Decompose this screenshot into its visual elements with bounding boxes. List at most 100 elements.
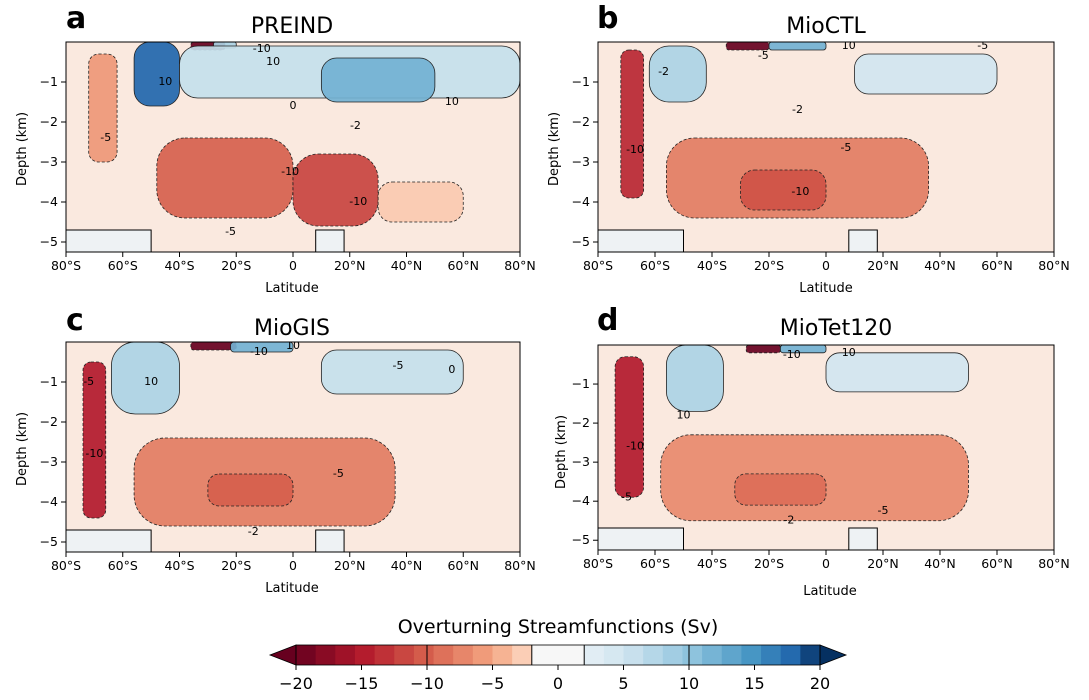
x-tick-label: 20°N [334,258,366,273]
colorbar-extend-min [268,644,297,666]
panel-letter: c [66,303,84,338]
stream-cell [666,345,724,412]
contour-label: -5 [840,141,851,154]
stream-cell [111,342,180,415]
contour-label: -10 [783,348,801,361]
x-tick-label: 40°S [697,258,727,273]
colorbar-tick-label: 15 [744,674,764,693]
x-axis-label: Latitude [799,281,853,296]
x-tick-label: 80°S [51,558,81,573]
colorbar-segment [413,645,435,665]
colorbar-title: Overturning Streamfunctions (Sv) [398,616,719,638]
contour-label: -5 [333,467,344,480]
panel-letter: b [597,1,618,36]
contour-label: -2 [658,65,669,78]
colorbar-tick-label: 20 [810,674,830,693]
y-axis-label: Depth (km) [15,112,30,186]
colorbar-segment [433,645,454,665]
x-tick-label: 40°N [391,258,423,273]
y-tick-label: −1 [40,374,58,389]
y-tick-label: −3 [572,454,590,469]
colorbar-segment [603,645,624,665]
panel-letter: a [66,1,86,36]
panel-title: PREIND [251,14,333,39]
y-tick-label: −1 [572,74,590,89]
y-tick-label: −1 [572,376,590,391]
seafloor-south [598,229,684,252]
colorbar-segment [394,645,415,665]
contour-label: 10 [144,375,158,388]
colorbar-tick-label: −20 [279,674,313,693]
colorbar-tick-label: −15 [345,674,379,693]
colorbar-tick-label: −10 [410,674,444,693]
contour-label: -2 [792,103,803,116]
stream-cell [745,345,781,354]
colorbar-segment [354,645,376,665]
x-tick-label: 80°N [1038,258,1070,273]
plot-body: 10 -10 10 -10 -5 -2 -5 [598,345,1054,550]
y-tick-label: −4 [40,194,58,209]
x-tick-label: 80°N [504,258,536,273]
contour-label: -5 [977,39,988,52]
contour-label: 10 [286,339,300,352]
contour-label: -10 [253,42,271,55]
contour-label: -10 [85,447,103,460]
colorbar-segment [315,645,336,665]
contour-label: 10 [677,408,691,421]
x-tick-label: 0 [289,258,297,273]
contour-label: 10 [158,75,172,88]
contour-label: -5 [758,49,769,62]
contour-label: 10 [842,39,856,52]
contour-label: -5 [621,490,632,503]
x-axis-label: Latitude [803,584,857,599]
stream-cell [230,342,294,353]
stream-cell [734,473,827,506]
colorbar-segment [682,645,703,665]
y-tick-label: −4 [40,494,58,509]
plot-body: -5 10 -10 10 -5 0 -10 -5 -2 [66,339,520,552]
stream-cell [620,49,644,199]
stream-cell [133,42,180,107]
contour-label: -2 [783,514,794,527]
colorbar: Overturning Streamfunctions (Sv) −20 −15 −… [268,616,848,693]
colorbar-tick-label: 10 [679,674,699,693]
x-tick-label: 40°S [164,558,194,573]
stream-cell [614,356,644,498]
stream-cell [825,352,969,393]
colorbar-extend-max [819,644,848,666]
colorbar-segment [761,645,782,665]
stream-cell [768,42,827,51]
stream-cell [82,361,107,519]
x-tick-label: 60°S [640,556,670,571]
x-tick-label: 60°N [981,556,1013,571]
x-tick-label: 40°S [697,556,727,571]
contour-label: -10 [791,185,809,198]
contour-label: -2 [350,119,361,132]
y-tick-label: −2 [40,414,58,429]
contour-label: -10 [626,143,644,156]
colorbar-segment [780,645,801,665]
contour-label: -5 [225,225,236,238]
x-tick-label: 60°S [108,558,138,573]
panel-c: c MioGIS -5 10 -10 10 -5 0 -10 -5 -2 80°S 60°S 40°S… [15,303,536,596]
x-axis-label: Latitude [265,581,319,596]
stream-cell [377,181,464,223]
x-tick-label: 20°N [867,556,899,571]
panel-b: b MioCTL -5 -2 10 -5 -2 -5 -10 -10 80°S 60°S 40°S 2… [547,1,1070,296]
x-tick-label: 60°N [447,558,479,573]
y-tick-label: −5 [40,534,58,549]
x-tick-label: 40°S [164,258,194,273]
x-tick-label: 20°S [221,258,251,273]
y-tick-label: −4 [572,493,590,508]
x-tick-label: 80°N [1038,556,1070,571]
panel-title: MioGIS [254,316,330,341]
seafloor-south [66,529,152,552]
plot-body: -5 -2 10 -5 -2 -5 -10 -10 [598,39,1054,252]
stream-cell [156,137,294,219]
colorbar-segment [453,645,474,665]
x-tick-label: 80°S [51,258,81,273]
contour-label: -5 [393,359,404,372]
